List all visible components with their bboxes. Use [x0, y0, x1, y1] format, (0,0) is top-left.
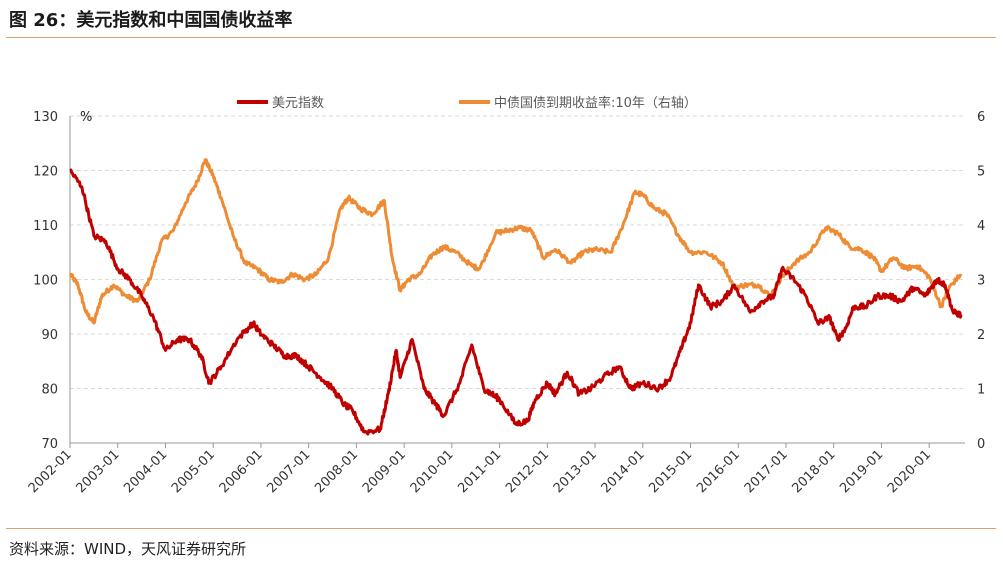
source-note: 资料来源：WIND，天风证券研究所: [9, 540, 247, 558]
right-tick-label: 5: [977, 165, 985, 180]
grid-lines: [70, 115, 965, 389]
x-tick-label: 2010-01: [408, 447, 457, 496]
title-rule: [6, 37, 996, 38]
x-tick-label: 2019-01: [837, 447, 886, 496]
right-tick-label: 2: [977, 328, 985, 343]
legend-label-cny10y: 中债国债到期收益率:10年（右轴）: [494, 95, 697, 111]
legend: 美元指数 中债国债到期收益率:10年（右轴）: [237, 95, 697, 111]
series-lines: [69, 158, 963, 436]
x-tick-label: 2009-01: [360, 447, 409, 496]
x-tick-label: 2005-01: [169, 447, 218, 496]
left-tick-label: 70: [41, 437, 58, 452]
right-tick-label: 1: [977, 383, 985, 398]
x-tick-label: 2017-01: [742, 447, 791, 496]
x-tick-label: 2020-01: [885, 447, 934, 496]
left-tick-label: 110: [33, 219, 58, 234]
left-axis-unit: %: [80, 110, 92, 125]
x-tick-label: 2006-01: [217, 447, 266, 496]
right-tick-label: 3: [977, 274, 985, 289]
axes: 70809010011012013001234562002-012003-012…: [26, 110, 985, 496]
x-tick-label: 2014-01: [599, 447, 648, 496]
x-tick-label: 2007-01: [264, 447, 313, 496]
left-tick-label: 100: [33, 274, 58, 289]
legend-label-usd: 美元指数: [272, 96, 324, 111]
x-tick-label: 2002-01: [26, 447, 75, 496]
x-tick-label: 2012-01: [503, 447, 552, 496]
x-tick-label: 2008-01: [312, 447, 361, 496]
source-rule: [6, 528, 996, 529]
left-tick-label: 130: [33, 110, 58, 125]
left-tick-label: 80: [41, 383, 58, 398]
right-tick-label: 4: [977, 219, 985, 234]
x-tick-label: 2004-01: [121, 447, 170, 496]
series-line-cny10y: [69, 158, 963, 325]
x-tick-label: 2013-01: [551, 447, 600, 496]
figure-title: 图 26：美元指数和中国国债收益率: [9, 10, 293, 31]
x-tick-label: 2011-01: [455, 447, 504, 496]
right-tick-label: 6: [977, 110, 985, 125]
x-tick-label: 2018-01: [790, 447, 839, 496]
right-tick-label: 0: [977, 437, 985, 452]
x-tick-label: 2003-01: [74, 447, 123, 496]
left-tick-label: 120: [33, 165, 58, 180]
x-tick-label: 2015-01: [646, 447, 695, 496]
x-tick-label: 2016-01: [694, 447, 743, 496]
left-tick-label: 90: [41, 328, 58, 343]
series-line-usd: [69, 168, 963, 436]
